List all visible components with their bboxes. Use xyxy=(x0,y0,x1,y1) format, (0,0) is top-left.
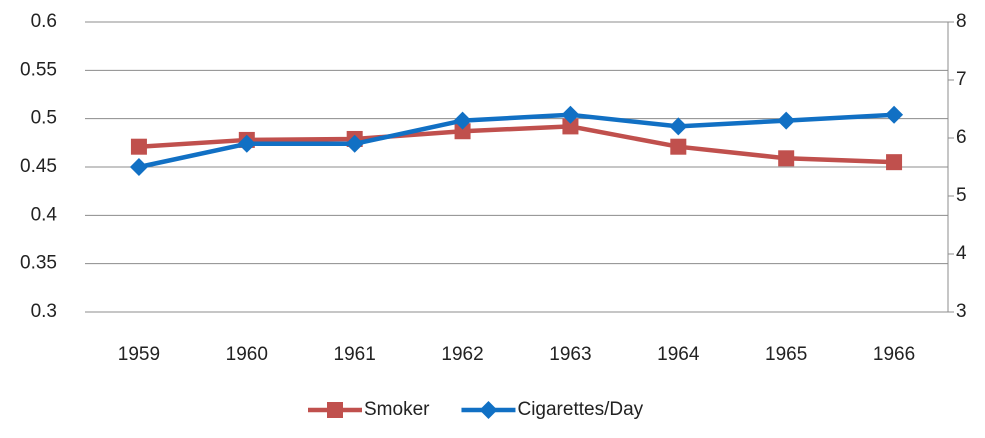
marker xyxy=(479,401,498,419)
legend-label: Smoker xyxy=(364,399,430,420)
y-tick-label: 0.45 xyxy=(20,156,57,177)
marker xyxy=(129,158,148,176)
y-tick-label: 0.55 xyxy=(20,59,57,80)
x-tick-label: 1965 xyxy=(765,344,807,365)
marker xyxy=(453,111,472,130)
marker xyxy=(237,134,256,153)
y2-tick-label: 3 xyxy=(956,301,967,322)
y-tick-label: 0.3 xyxy=(31,301,57,322)
marker xyxy=(669,117,688,136)
x-tick-label: 1961 xyxy=(334,344,376,365)
marker xyxy=(454,123,471,140)
y-tick-label: 0.6 xyxy=(31,11,57,32)
x-tick-label: 1962 xyxy=(441,344,483,365)
marker xyxy=(130,138,147,155)
y2-tick-label: 4 xyxy=(956,243,967,264)
marker xyxy=(778,150,795,167)
x-tick-label: 1964 xyxy=(657,344,700,365)
x-tick-label: 1960 xyxy=(226,344,268,365)
marker xyxy=(345,134,364,153)
marker xyxy=(886,154,903,171)
y-tick-label: 0.4 xyxy=(31,204,58,225)
marker xyxy=(670,138,687,155)
y-tick-label: 0.5 xyxy=(31,108,57,129)
y2-tick-label: 5 xyxy=(956,185,967,206)
x-tick-label: 1966 xyxy=(873,344,915,365)
y2-tick-label: 7 xyxy=(956,69,967,90)
marker xyxy=(561,105,580,124)
y-tick-label: 0.35 xyxy=(20,253,57,274)
x-tick-label: 1959 xyxy=(118,344,160,365)
y2-tick-label: 8 xyxy=(956,11,967,32)
marker xyxy=(327,402,343,418)
marker xyxy=(777,111,796,130)
marker xyxy=(885,105,904,124)
x-tick-label: 1963 xyxy=(549,344,591,365)
series-line xyxy=(138,124,895,165)
legend-label: Cigarettes/Day xyxy=(517,399,643,420)
series-line xyxy=(138,112,895,170)
marker xyxy=(562,118,579,135)
y2-tick-label: 6 xyxy=(956,127,967,148)
